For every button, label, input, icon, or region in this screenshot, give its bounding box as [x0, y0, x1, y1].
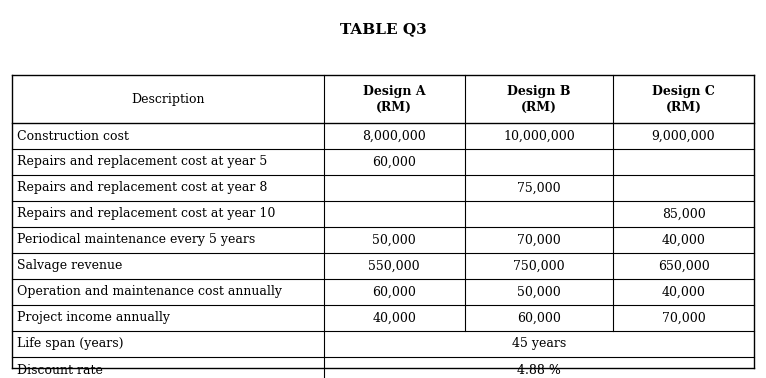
Text: Design C
(RM): Design C (RM): [652, 85, 715, 113]
Text: Repairs and replacement cost at year 10: Repairs and replacement cost at year 10: [17, 208, 275, 220]
Text: Operation and maintenance cost annually: Operation and maintenance cost annually: [17, 285, 282, 299]
Text: Construction cost: Construction cost: [17, 130, 129, 143]
Text: 550,000: 550,000: [368, 260, 420, 273]
Text: Periodical maintenance every 5 years: Periodical maintenance every 5 years: [17, 234, 255, 246]
Text: 85,000: 85,000: [662, 208, 705, 220]
Text: 40,000: 40,000: [372, 311, 416, 324]
Text: 4.88 %: 4.88 %: [517, 364, 561, 376]
Text: Repairs and replacement cost at year 8: Repairs and replacement cost at year 8: [17, 181, 267, 195]
Text: Life span (years): Life span (years): [17, 338, 123, 350]
Text: 750,000: 750,000: [513, 260, 565, 273]
Text: 70,000: 70,000: [662, 311, 705, 324]
Text: 75,000: 75,000: [517, 181, 561, 195]
Text: 50,000: 50,000: [517, 285, 561, 299]
Text: 10,000,000: 10,000,000: [503, 130, 574, 143]
Text: Description: Description: [131, 93, 205, 105]
Text: 9,000,000: 9,000,000: [652, 130, 715, 143]
Text: 8,000,000: 8,000,000: [362, 130, 426, 143]
Text: Salvage revenue: Salvage revenue: [17, 260, 123, 273]
Text: Design A
(RM): Design A (RM): [363, 85, 425, 113]
Text: Project income annually: Project income annually: [17, 311, 170, 324]
Text: TABLE Q3: TABLE Q3: [339, 22, 427, 36]
Text: 650,000: 650,000: [658, 260, 709, 273]
Text: 60,000: 60,000: [372, 155, 416, 169]
Text: 40,000: 40,000: [662, 285, 705, 299]
Text: Design B
(RM): Design B (RM): [507, 85, 571, 113]
Text: Repairs and replacement cost at year 5: Repairs and replacement cost at year 5: [17, 155, 267, 169]
Text: Discount rate: Discount rate: [17, 364, 103, 376]
Text: 70,000: 70,000: [517, 234, 561, 246]
Text: 60,000: 60,000: [372, 285, 416, 299]
Text: 40,000: 40,000: [662, 234, 705, 246]
Text: 50,000: 50,000: [372, 234, 416, 246]
Text: 45 years: 45 years: [512, 338, 566, 350]
Text: 60,000: 60,000: [517, 311, 561, 324]
